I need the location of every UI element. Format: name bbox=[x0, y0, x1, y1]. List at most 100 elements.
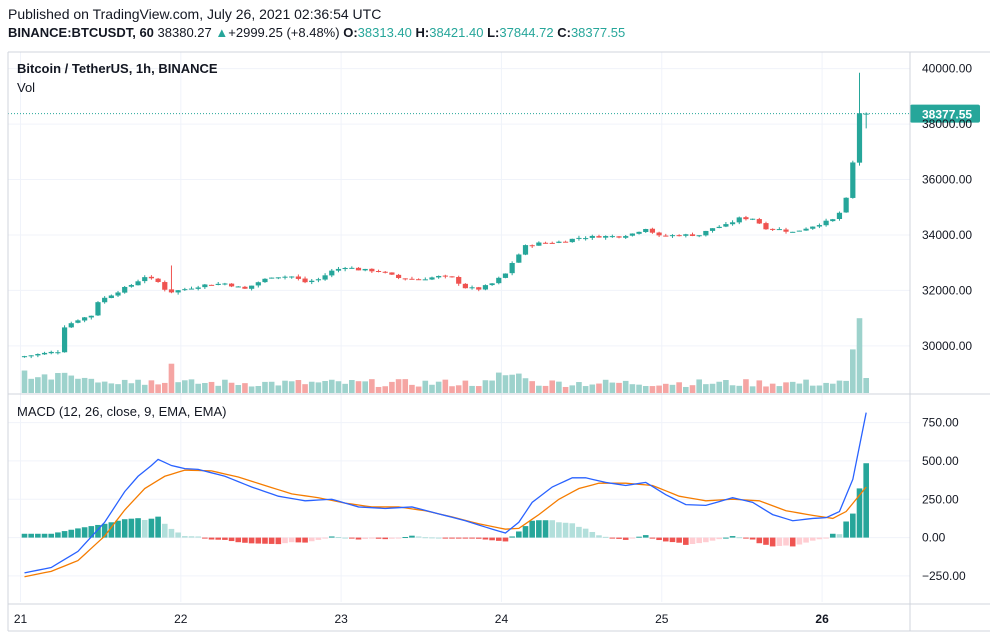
candle-body bbox=[68, 323, 74, 328]
macd-histogram-bar bbox=[208, 537, 215, 540]
candle-body bbox=[262, 278, 268, 283]
macd-histogram-bar bbox=[215, 537, 222, 540]
macd-histogram-bar bbox=[315, 537, 322, 540]
candle-body bbox=[836, 212, 843, 220]
macd-histogram-bar bbox=[429, 537, 435, 539]
candle-body bbox=[569, 238, 575, 243]
volume-bar bbox=[168, 363, 175, 393]
candle-body bbox=[496, 277, 502, 284]
macd-histogram-bar bbox=[228, 537, 235, 542]
candle-body bbox=[489, 283, 495, 286]
macd-line bbox=[24, 412, 867, 574]
macd-histogram-bar bbox=[696, 537, 702, 544]
candle-body bbox=[803, 228, 809, 231]
candle-body bbox=[649, 228, 656, 233]
volume-bar bbox=[215, 385, 222, 393]
volume-bar bbox=[275, 385, 282, 393]
candle-body bbox=[643, 229, 649, 233]
macd-histogram-bar bbox=[749, 537, 756, 540]
volume-bar bbox=[195, 383, 201, 393]
candle-body bbox=[736, 217, 742, 223]
macd-histogram-bar bbox=[562, 522, 569, 538]
macd-histogram-bar bbox=[689, 537, 696, 544]
low-label: L: bbox=[487, 25, 500, 40]
candle-body bbox=[696, 235, 702, 237]
volume-bar bbox=[569, 385, 576, 393]
volume-bar bbox=[228, 382, 235, 393]
macd-histogram bbox=[21, 463, 869, 547]
volume-bar bbox=[542, 385, 549, 393]
axes: 40000.00 38000.00 36000.00 34000.00 32000.00… bbox=[14, 62, 973, 626]
macd-histogram-bar bbox=[582, 528, 589, 538]
candle-body bbox=[542, 242, 549, 244]
price-tick-label: 36000.00 bbox=[922, 173, 972, 187]
candle-body bbox=[442, 275, 448, 277]
macd-histogram-bar bbox=[442, 537, 449, 539]
volume-bar bbox=[41, 374, 48, 393]
macd-histogram-bar bbox=[355, 537, 362, 540]
chart-grid bbox=[8, 52, 910, 602]
volume-bar bbox=[242, 383, 248, 393]
price-tick-label: 32000.00 bbox=[922, 283, 972, 297]
macd-histogram-bar bbox=[769, 537, 776, 547]
volume-bar bbox=[743, 379, 749, 393]
volume-bar bbox=[382, 386, 389, 393]
volume-bar bbox=[68, 375, 75, 393]
volume-bar bbox=[823, 382, 829, 393]
macd-histogram-bar bbox=[108, 522, 115, 538]
volume-bar bbox=[409, 384, 415, 393]
volume-bar bbox=[596, 383, 602, 393]
macd-histogram-bar bbox=[95, 524, 101, 538]
volume-bar bbox=[35, 377, 41, 393]
macd-histogram-bar bbox=[729, 536, 736, 538]
macd-histogram-bar bbox=[816, 537, 823, 540]
candle-body bbox=[850, 162, 856, 198]
price-tick-label: 34000.00 bbox=[922, 228, 972, 242]
macd-histogram-bar bbox=[662, 537, 669, 542]
macd-histogram-bar bbox=[161, 523, 168, 538]
candle-body bbox=[355, 267, 362, 271]
macd-histogram-bar bbox=[235, 537, 242, 543]
low-value: 37844.72 bbox=[499, 25, 554, 40]
volume-bar bbox=[55, 373, 61, 393]
candle-body bbox=[322, 275, 328, 280]
candle-body bbox=[329, 270, 335, 276]
macd-lines bbox=[24, 412, 867, 578]
volume-bar bbox=[736, 385, 743, 393]
candle-body bbox=[562, 241, 569, 243]
volume-bar bbox=[248, 386, 255, 393]
volume-bar bbox=[395, 379, 402, 393]
candle-body bbox=[416, 279, 422, 281]
candle-body bbox=[188, 288, 195, 290]
volume-bar bbox=[175, 382, 181, 393]
candle-body bbox=[830, 219, 836, 222]
macd-histogram-bar bbox=[48, 533, 55, 538]
volume-bar bbox=[642, 386, 649, 393]
macd-histogram-bar bbox=[602, 536, 609, 538]
volume-bar bbox=[662, 383, 669, 393]
candle-body bbox=[743, 217, 749, 220]
candle-body bbox=[536, 242, 542, 246]
time-tick-label: 23 bbox=[334, 612, 348, 626]
candle-body bbox=[148, 276, 155, 279]
candle-body bbox=[436, 275, 442, 278]
candle-body bbox=[242, 286, 248, 289]
candle-body bbox=[756, 219, 762, 224]
volume-bar bbox=[75, 378, 81, 393]
macd-histogram-bar bbox=[375, 537, 382, 539]
candle-body bbox=[362, 268, 368, 271]
macd-histogram-bar bbox=[328, 536, 335, 538]
candle-body bbox=[823, 220, 829, 226]
volume-bar bbox=[389, 381, 395, 393]
volume-bar bbox=[422, 380, 429, 393]
macd-histogram-bar bbox=[469, 537, 475, 539]
volume-bar bbox=[442, 379, 449, 393]
macd-histogram-bar bbox=[576, 526, 582, 538]
high-label: H: bbox=[415, 25, 430, 40]
volume-bar bbox=[703, 384, 709, 393]
candle-body bbox=[770, 228, 776, 230]
macd-histogram-bar bbox=[823, 537, 829, 539]
volume-bar bbox=[495, 372, 502, 393]
macd-histogram-bar bbox=[121, 519, 128, 538]
